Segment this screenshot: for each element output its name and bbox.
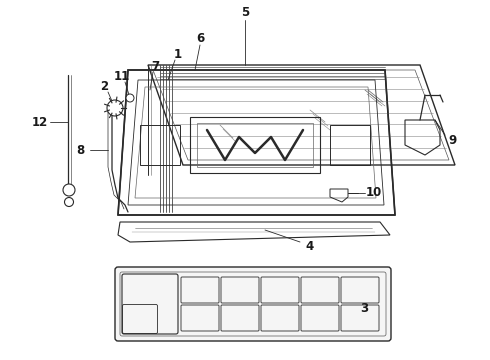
Text: 9: 9 — [448, 134, 456, 147]
Text: 5: 5 — [241, 5, 249, 18]
Polygon shape — [118, 70, 395, 215]
Circle shape — [63, 184, 75, 196]
FancyBboxPatch shape — [115, 267, 391, 341]
Text: 7: 7 — [151, 59, 159, 72]
Text: 1: 1 — [174, 48, 182, 60]
Text: 12: 12 — [32, 116, 48, 129]
Text: 4: 4 — [306, 239, 314, 252]
Circle shape — [65, 198, 74, 207]
Text: 6: 6 — [196, 31, 204, 45]
Text: 2: 2 — [100, 80, 108, 93]
Text: 3: 3 — [360, 302, 368, 315]
Circle shape — [126, 94, 134, 102]
Text: 11: 11 — [114, 69, 130, 82]
Text: 10: 10 — [366, 186, 382, 199]
Circle shape — [107, 100, 123, 116]
Text: 8: 8 — [76, 144, 84, 157]
